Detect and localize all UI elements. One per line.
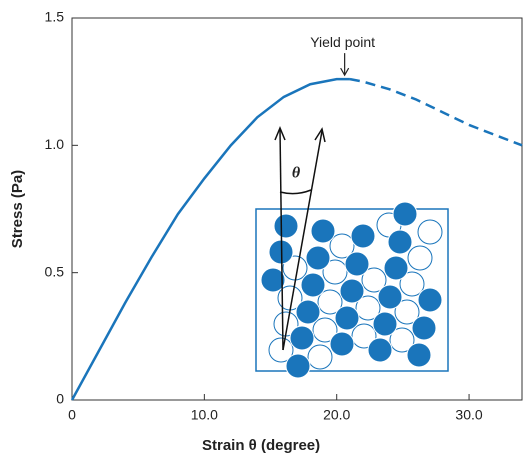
filled-particles (260, 201, 443, 379)
inset-diagram: θ (255, 126, 449, 379)
series-line (70, 77, 350, 401)
annotation-arrowhead (340, 67, 350, 77)
annotation: Yield point (310, 34, 375, 50)
y-axis-label: Stress (Pa) (9, 170, 26, 248)
hollow-particles (268, 212, 443, 370)
inset-frame (255, 208, 449, 372)
x-tick-label: 20.0 (323, 407, 350, 423)
angle-label: θ (292, 165, 301, 182)
x-tick-label: 30.0 (455, 407, 482, 423)
y-tick-label: 0 (56, 391, 64, 407)
x-tick-label: 10.0 (191, 407, 218, 423)
series-line (349, 77, 523, 147)
angle-arrows (274, 126, 326, 351)
y-tick-label: 0.5 (45, 263, 65, 279)
y-tick-label: 1.0 (45, 136, 65, 152)
x-tick-label: 0 (68, 407, 76, 423)
plot-frame (71, 17, 523, 401)
x-axis-label: Strain θ (degree) (202, 437, 320, 454)
y-tick-label: 1.5 (45, 9, 65, 25)
